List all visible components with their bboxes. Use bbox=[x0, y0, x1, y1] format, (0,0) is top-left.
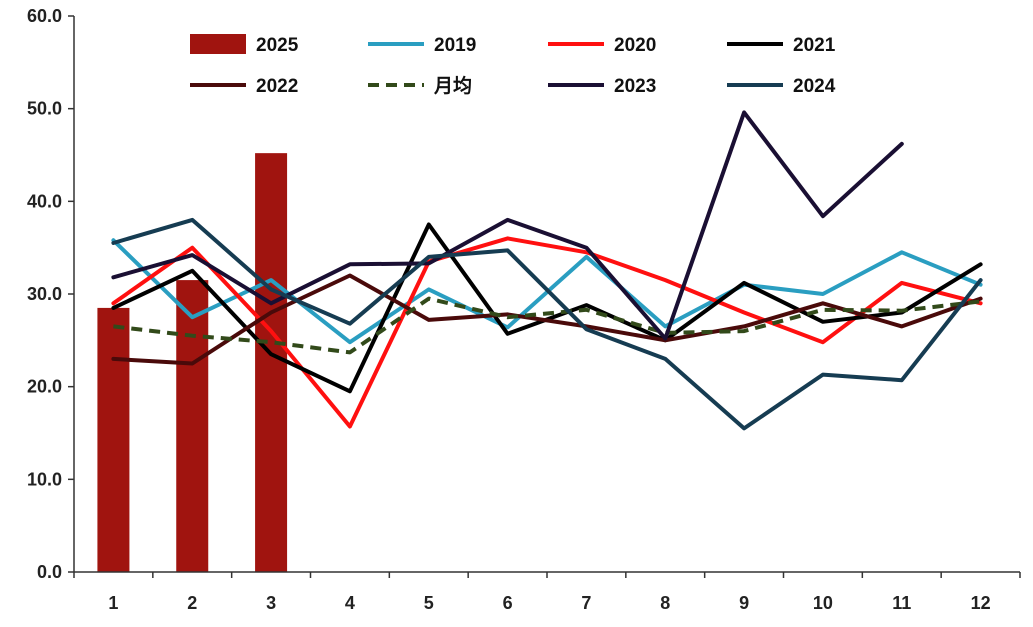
x-tick-label: 3 bbox=[266, 593, 276, 613]
x-tick-label: 11 bbox=[892, 593, 911, 613]
legend-label-2019: 2019 bbox=[434, 35, 476, 56]
legend-label-月均: 月均 bbox=[433, 74, 472, 97]
x-tick-label: 4 bbox=[345, 593, 355, 613]
lines-layer bbox=[111, 110, 983, 431]
x-tick-label: 10 bbox=[813, 593, 833, 613]
legend-label-2025: 2025 bbox=[256, 35, 299, 56]
x-tick-label: 2 bbox=[187, 593, 197, 613]
legend-swatch-2025 bbox=[190, 34, 246, 54]
x-tick-label: 5 bbox=[424, 593, 434, 613]
legend-label-2020: 2020 bbox=[614, 35, 656, 56]
bar-2025-2 bbox=[176, 280, 209, 572]
legend-label-2023: 2023 bbox=[614, 76, 656, 97]
series-line-2020 bbox=[111, 236, 983, 429]
x-tick-label: 9 bbox=[739, 593, 749, 613]
legend: 2025 2019 2020 2021 2022 月均 2023 2024 bbox=[190, 34, 836, 97]
series-line-月均 bbox=[113, 296, 981, 355]
y-tick-label: 30.0 bbox=[27, 284, 62, 304]
bar-2025-3 bbox=[255, 153, 288, 572]
legend-label-2021: 2021 bbox=[793, 35, 836, 56]
y-tick-label: 60.0 bbox=[27, 6, 62, 26]
y-tick-label: 10.0 bbox=[27, 469, 62, 489]
y-tick-label: 20.0 bbox=[27, 377, 62, 397]
series-line-2022 bbox=[111, 273, 983, 366]
x-tick-label: 6 bbox=[503, 593, 513, 613]
y-tick-label: 0.0 bbox=[37, 562, 62, 582]
bar-2025-1 bbox=[97, 307, 130, 572]
x-tick-label: 1 bbox=[108, 593, 118, 613]
legend-label-2024: 2024 bbox=[793, 76, 836, 97]
x-tick-label: 7 bbox=[581, 593, 591, 613]
x-tick-label: 12 bbox=[971, 593, 991, 613]
series-line-2023 bbox=[111, 110, 904, 341]
series-line-2024 bbox=[111, 217, 983, 431]
series-line-2021 bbox=[111, 222, 983, 394]
axes-layer: 0.010.020.030.040.050.060.01 2 3 4 5 6 7 8 9 10 11… bbox=[27, 6, 1021, 613]
bars-layer bbox=[97, 153, 288, 572]
y-tick-label: 50.0 bbox=[27, 99, 62, 119]
x-tick-label: 8 bbox=[660, 593, 670, 613]
legend-label-2022: 2022 bbox=[256, 76, 298, 97]
y-tick-label: 40.0 bbox=[27, 191, 62, 211]
